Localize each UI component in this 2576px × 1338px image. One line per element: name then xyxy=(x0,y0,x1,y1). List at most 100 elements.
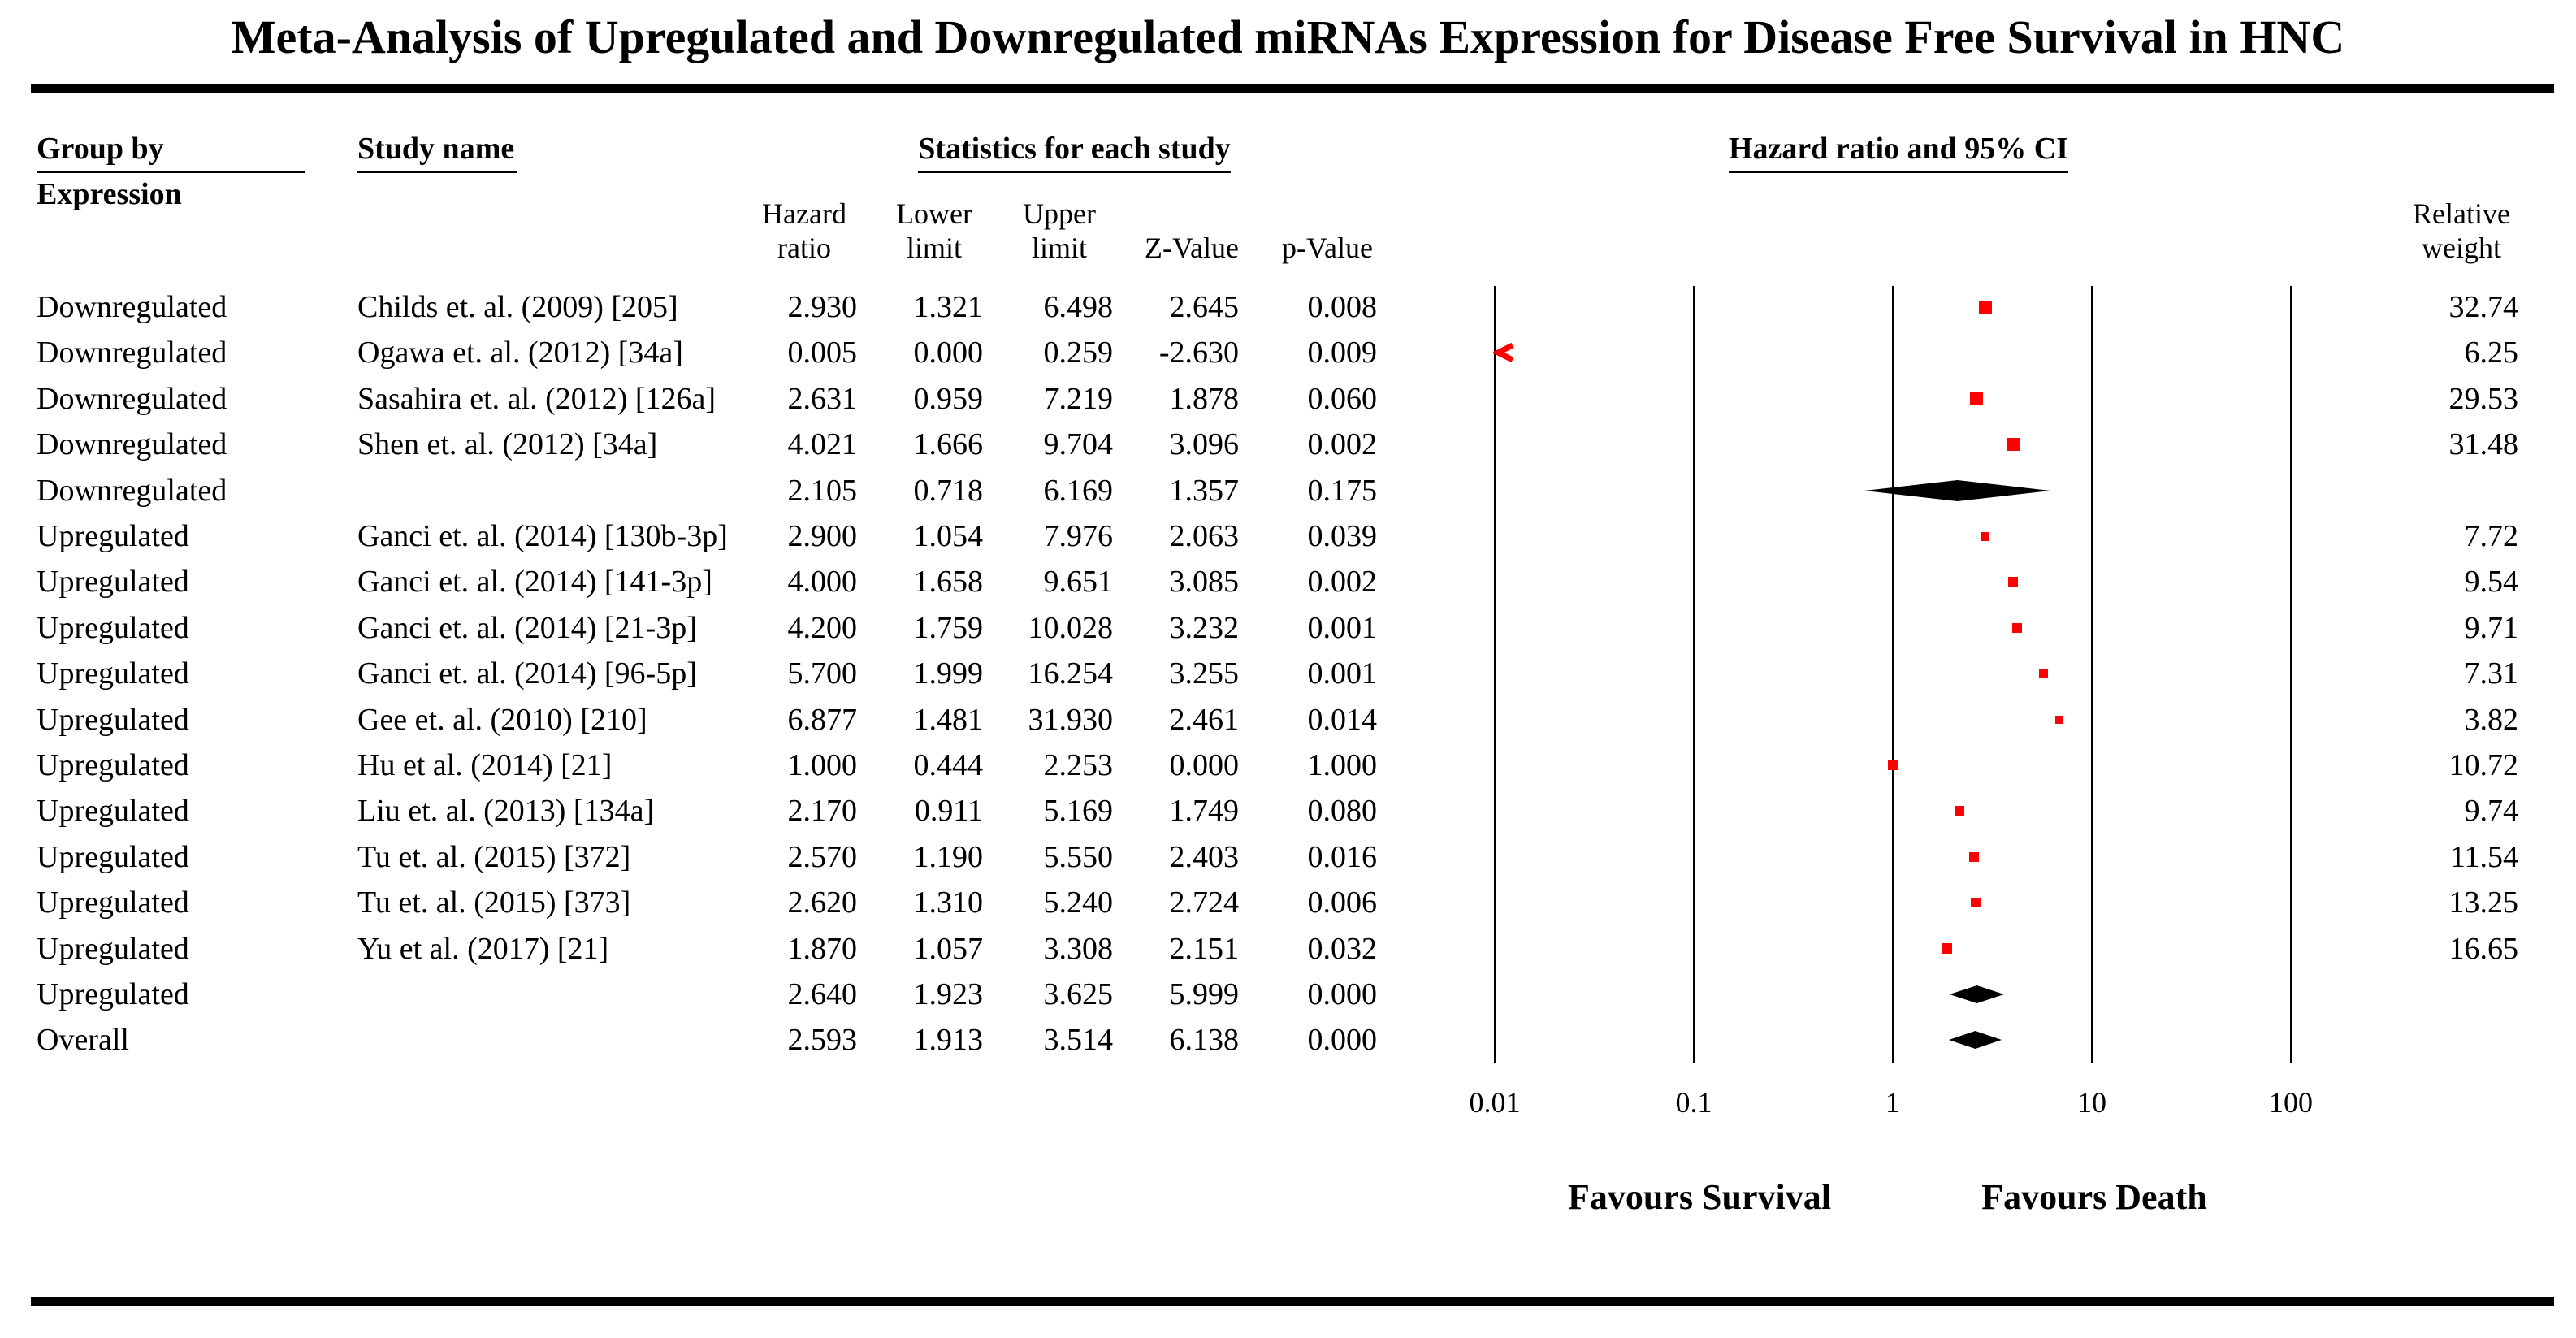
bottom-rule xyxy=(31,1297,2554,1306)
row-group-label: Downregulated xyxy=(37,474,227,508)
cell-hazard-ratio: 6.877 xyxy=(787,703,858,737)
cell-z-value: 2.063 xyxy=(1169,519,1240,553)
axis-tick-label: 100 xyxy=(2269,1086,2313,1119)
forest-square-marker xyxy=(1942,943,1952,954)
row-group-label: Upregulated xyxy=(37,977,189,1011)
cell-hazard-ratio: 2.570 xyxy=(787,840,858,874)
cell-p-value: 0.009 xyxy=(1307,336,1378,370)
cell-z-value: 5.999 xyxy=(1169,977,1240,1011)
axis-tick-label: 0.1 xyxy=(1675,1086,1712,1119)
cell-lower-limit: 0.959 xyxy=(913,382,984,416)
page-title: Meta-Analysis of Upregulated and Downreg… xyxy=(231,11,2345,63)
row-group-label: Upregulated xyxy=(37,656,189,691)
cell-hazard-ratio: 4.021 xyxy=(787,427,858,461)
cell-hazard-ratio: 0.005 xyxy=(787,336,858,370)
forest-square-marker xyxy=(1955,806,1964,816)
plot-gridline xyxy=(1693,286,1695,1063)
row-group-label: Upregulated xyxy=(37,703,189,737)
cell-z-value: 1.878 xyxy=(1169,382,1240,416)
cell-upper-limit: 9.704 xyxy=(1043,427,1114,461)
cell-upper-limit: 3.514 xyxy=(1043,1023,1114,1057)
cell-upper-limit: 0.259 xyxy=(1043,336,1114,370)
cell-hazard-ratio: 4.000 xyxy=(787,565,858,599)
plot-gridline xyxy=(2290,286,2292,1063)
cell-upper-limit: 5.169 xyxy=(1043,794,1114,828)
summary-diamond-marker xyxy=(1949,1031,2002,1049)
plot-gridline xyxy=(1494,286,1496,1063)
cell-hazard-ratio: 2.620 xyxy=(787,886,858,920)
row-study-name: Hu et al. (2014) [21] xyxy=(357,748,613,782)
row-study-name: Ganci et. al. (2014) [141-3p] xyxy=(357,565,712,599)
row-study-name: Ganci et. al. (2014) [21-3p] xyxy=(357,611,697,645)
cell-lower-limit: 1.481 xyxy=(913,703,984,737)
upper-limit-col-header: Upper limit xyxy=(1023,197,1096,264)
cell-upper-limit: 3.308 xyxy=(1043,932,1114,966)
row-study-name: Yu et al. (2017) [21] xyxy=(357,932,609,966)
row-group-label: Upregulated xyxy=(37,840,189,874)
cell-upper-limit: 7.219 xyxy=(1043,382,1114,416)
cell-lower-limit: 1.310 xyxy=(913,886,984,920)
cell-relative-weight: 16.65 xyxy=(2448,932,2519,966)
cell-p-value: 0.000 xyxy=(1307,977,1378,1011)
forest-square-marker xyxy=(1888,760,1898,770)
cell-relative-weight: 7.31 xyxy=(2464,656,2519,691)
cell-relative-weight: 9.71 xyxy=(2464,611,2519,645)
row-group-label: Upregulated xyxy=(37,565,189,599)
lower-limit-col-header: Lower limit xyxy=(896,197,972,264)
summary-diamond-marker xyxy=(1950,985,2004,1003)
cell-upper-limit: 6.169 xyxy=(1043,474,1114,508)
forest-square-marker xyxy=(1970,392,1983,405)
cell-z-value: 2.461 xyxy=(1169,703,1240,737)
cell-hazard-ratio: 2.593 xyxy=(787,1023,858,1057)
row-study-name: Childs et. al. (2009) [205] xyxy=(357,290,678,324)
cell-upper-limit: 6.498 xyxy=(1043,290,1114,324)
row-group-label: Downregulated xyxy=(37,290,227,324)
cell-hazard-ratio: 2.105 xyxy=(787,474,858,508)
cell-z-value: 3.096 xyxy=(1169,427,1240,461)
cell-z-value: 1.749 xyxy=(1169,794,1240,828)
cell-z-value: 2.645 xyxy=(1169,290,1240,324)
cell-p-value: 0.175 xyxy=(1307,474,1378,508)
cell-z-value: 1.357 xyxy=(1169,474,1240,508)
statistics-group-header: Statistics for each study xyxy=(918,130,1231,173)
cell-lower-limit: 0.718 xyxy=(913,474,984,508)
cell-lower-limit: 1.658 xyxy=(913,565,984,599)
cell-p-value: 0.080 xyxy=(1307,794,1378,828)
group-by-header-line2: Expression xyxy=(37,177,182,211)
cell-upper-limit: 9.651 xyxy=(1043,565,1114,599)
cell-z-value: -2.630 xyxy=(1158,336,1239,370)
row-study-name: Shen et. al. (2012) [34a] xyxy=(357,427,658,461)
cell-z-value: 6.138 xyxy=(1169,1023,1240,1057)
cell-p-value: 0.060 xyxy=(1307,382,1378,416)
cell-lower-limit: 0.000 xyxy=(913,336,984,370)
row-group-label: Downregulated xyxy=(37,336,227,370)
forest-square-marker xyxy=(1971,898,1981,907)
cell-relative-weight: 3.82 xyxy=(2464,703,2519,737)
offscale-left-arrow-icon xyxy=(1491,342,1516,363)
axis-tick-label: 10 xyxy=(2077,1086,2106,1119)
cell-hazard-ratio: 2.170 xyxy=(787,794,858,828)
cell-lower-limit: 1.054 xyxy=(913,519,984,553)
cell-lower-limit: 1.923 xyxy=(913,977,984,1011)
row-study-name: Tu et. al. (2015) [372] xyxy=(357,840,631,874)
cell-relative-weight: 32.74 xyxy=(2448,290,2519,324)
cell-p-value: 1.000 xyxy=(1307,748,1378,782)
forest-square-marker xyxy=(1969,852,1979,862)
cell-z-value: 2.724 xyxy=(1169,886,1240,920)
row-study-name: Ganci et. al. (2014) [130b-3p] xyxy=(357,519,728,553)
favours-survival-label: Favours Survival xyxy=(1568,1177,1831,1217)
axis-tick-label: 0.01 xyxy=(1469,1086,1521,1119)
cell-p-value: 0.001 xyxy=(1307,656,1378,691)
p-value-col-header: p-Value xyxy=(1282,232,1373,264)
row-group-label: Upregulated xyxy=(37,748,189,782)
cell-hazard-ratio: 1.000 xyxy=(787,748,858,782)
cell-relative-weight: 10.72 xyxy=(2448,748,2519,782)
forest-square-marker xyxy=(2012,623,2022,633)
row-group-label: Upregulated xyxy=(37,519,189,553)
cell-lower-limit: 0.911 xyxy=(914,794,983,828)
forest-square-marker xyxy=(2039,669,2048,678)
cell-upper-limit: 31.930 xyxy=(1028,703,1114,737)
hr-ci-group-header: Hazard ratio and 95% CI xyxy=(1729,130,2068,173)
cell-lower-limit: 1.913 xyxy=(913,1023,984,1057)
